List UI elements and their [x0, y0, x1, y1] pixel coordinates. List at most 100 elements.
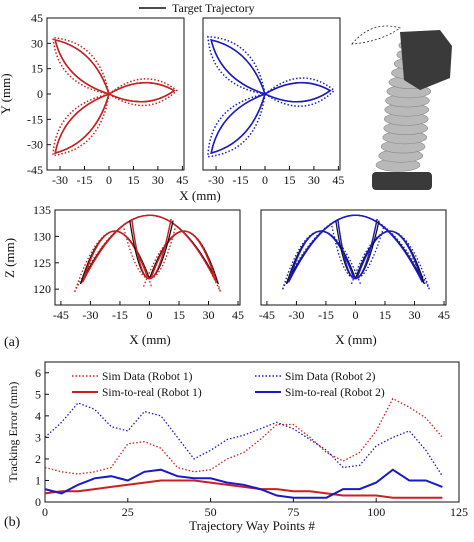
x-tick-label: -30 [52, 173, 68, 187]
y-tick-label: 2 [35, 452, 41, 466]
tracking-xlabel: Trajectory Way Points # [189, 518, 315, 533]
y-tick-label: 0 [37, 87, 43, 101]
xy-xlabel: X (mm) [179, 188, 221, 203]
trajectory-lobe [207, 35, 266, 95]
trajectory-lobe [54, 38, 110, 95]
x-tick-label: 0 [42, 505, 48, 519]
tracking-legend: Sim Data (Robot 1) Sim Data (Robot 2) Sim-… [72, 371, 385, 399]
robot-cap [400, 30, 452, 90]
x-tick-label: 125 [450, 505, 468, 519]
x-tick-label: 30 [203, 308, 215, 322]
trajectory-lobe [52, 36, 110, 95]
xz-robot1-lines [74, 214, 221, 293]
y-tick-label: 130 [33, 229, 51, 243]
xy-plot-robot1: -30 -15 0 15 30 45 -45 -30 -15 0 15 30 45 Y (mm) X (… [0, 11, 221, 203]
error-series-3 [44, 479, 443, 499]
xz-robot1-axes-box [54, 209, 241, 306]
x-tick-label: -15 [77, 173, 93, 187]
x-tick-label: 25 [122, 505, 134, 519]
measured-arch [356, 230, 424, 283]
x-tick-label: -30 [82, 308, 98, 322]
x-tick-label: 0 [352, 308, 358, 322]
x-tick-label: -30 [208, 173, 224, 187]
measured-arch [131, 218, 172, 280]
xy-robot2-lines [207, 35, 336, 158]
xz-plot-robot2: -45 -30 -15 0 15 30 45 X (mm) [259, 209, 450, 347]
trajectory-lobe [54, 93, 110, 155]
xz-robot1-ticks: -45 -30 -15 0 15 30 45 120 125 130 135 [33, 203, 244, 322]
trajectory-lobe [207, 93, 266, 158]
y-tick-label: 125 [33, 256, 51, 270]
measured-arch [287, 230, 355, 283]
legend-label: Sim Data (Robot 2) [285, 371, 376, 383]
x-tick-label: 15 [379, 308, 391, 322]
tracking-axes-box [44, 361, 460, 503]
trajectory-lobe [210, 38, 266, 95]
measured-arch [81, 214, 218, 283]
trajectory-lobe [108, 78, 178, 107]
x-tick-label: 45 [438, 308, 450, 322]
sim-arch [142, 230, 221, 292]
error-series-4 [44, 468, 443, 499]
xz-robot1-xlabel: X (mm) [129, 332, 171, 347]
xz-robot2-lines [282, 214, 430, 290]
legend-label: Sim-to-real (Robot 2) [285, 387, 385, 399]
y-tick-label: -15 [27, 112, 43, 126]
x-tick-label: -30 [288, 308, 304, 322]
xz-robot2-ticks: -45 -30 -15 0 15 30 45 [259, 301, 450, 322]
y-tick-label: 0 [35, 495, 41, 509]
sim-arch [282, 230, 361, 290]
x-tick-label: -45 [53, 308, 69, 322]
top-legend: Target Trajectory [139, 1, 255, 15]
y-tick-label: 5 [35, 387, 41, 401]
trajectory-lobe [210, 93, 266, 155]
xy-robot1-lines [52, 36, 178, 157]
x-tick-label: 0 [106, 173, 112, 187]
xy-robot1-axes-box [46, 17, 185, 171]
y-tick-label: 120 [33, 282, 51, 296]
y-tick-label: 4 [35, 409, 41, 423]
trajectory-lobe [210, 93, 266, 155]
xy-robot1-ticks: -30 -15 0 15 30 45 -45 -30 -15 0 15 30 45 [27, 11, 188, 187]
x-tick-label: 0 [262, 173, 268, 187]
tracking-ticks: 0 25 50 75 100 125 0 1 2 3 4 5 6 [35, 366, 468, 519]
y-tick-label: 3 [35, 430, 41, 444]
x-tick-label: 15 [127, 173, 139, 187]
legend-label: Sim Data (Robot 1) [102, 371, 193, 383]
soft-robot-illustration [351, 25, 452, 190]
x-tick-label: -15 [233, 173, 249, 187]
measured-arch [150, 230, 218, 283]
y-tick-label: 15 [31, 62, 43, 76]
y-tick-label: 135 [33, 203, 51, 217]
x-tick-label: 15 [173, 308, 185, 322]
measured-arch [81, 230, 149, 283]
sim-arch [123, 228, 176, 279]
xy-robot2-ticks: -30 -15 0 15 30 45 [208, 166, 344, 187]
error-series-2 [44, 402, 443, 477]
x-tick-label: 30 [409, 308, 421, 322]
sim-arch [331, 225, 385, 279]
trajectory-lobe [54, 93, 110, 155]
xz-plot-robot1: -45 -30 -15 0 15 30 45 120 125 130 135 Z (mm) X (m… [2, 203, 244, 347]
xz-robot2-axes-box [260, 209, 447, 306]
x-tick-label: 45 [232, 308, 244, 322]
tracking-lines [44, 397, 443, 499]
panel-b-label: (b) [4, 515, 21, 530]
robot-trajectory-sketch [351, 25, 401, 45]
x-tick-label: 45 [176, 173, 188, 187]
trajectory-lobe [264, 77, 336, 107]
y-tick-label: -45 [27, 163, 43, 177]
x-tick-label: 75 [287, 505, 299, 519]
sim-arch [350, 230, 430, 290]
xz-robot2-xlabel: X (mm) [335, 332, 377, 347]
xz-robot1-ylabel: Z (mm) [2, 238, 17, 278]
trajectory-lobe [264, 81, 332, 103]
y-tick-label: 45 [31, 11, 43, 25]
target-legend-label: Target Trajectory [172, 1, 255, 15]
y-tick-label: 1 [35, 473, 41, 487]
sim-arch [74, 214, 221, 293]
x-tick-label: -15 [318, 308, 334, 322]
error-series-1 [44, 397, 443, 475]
